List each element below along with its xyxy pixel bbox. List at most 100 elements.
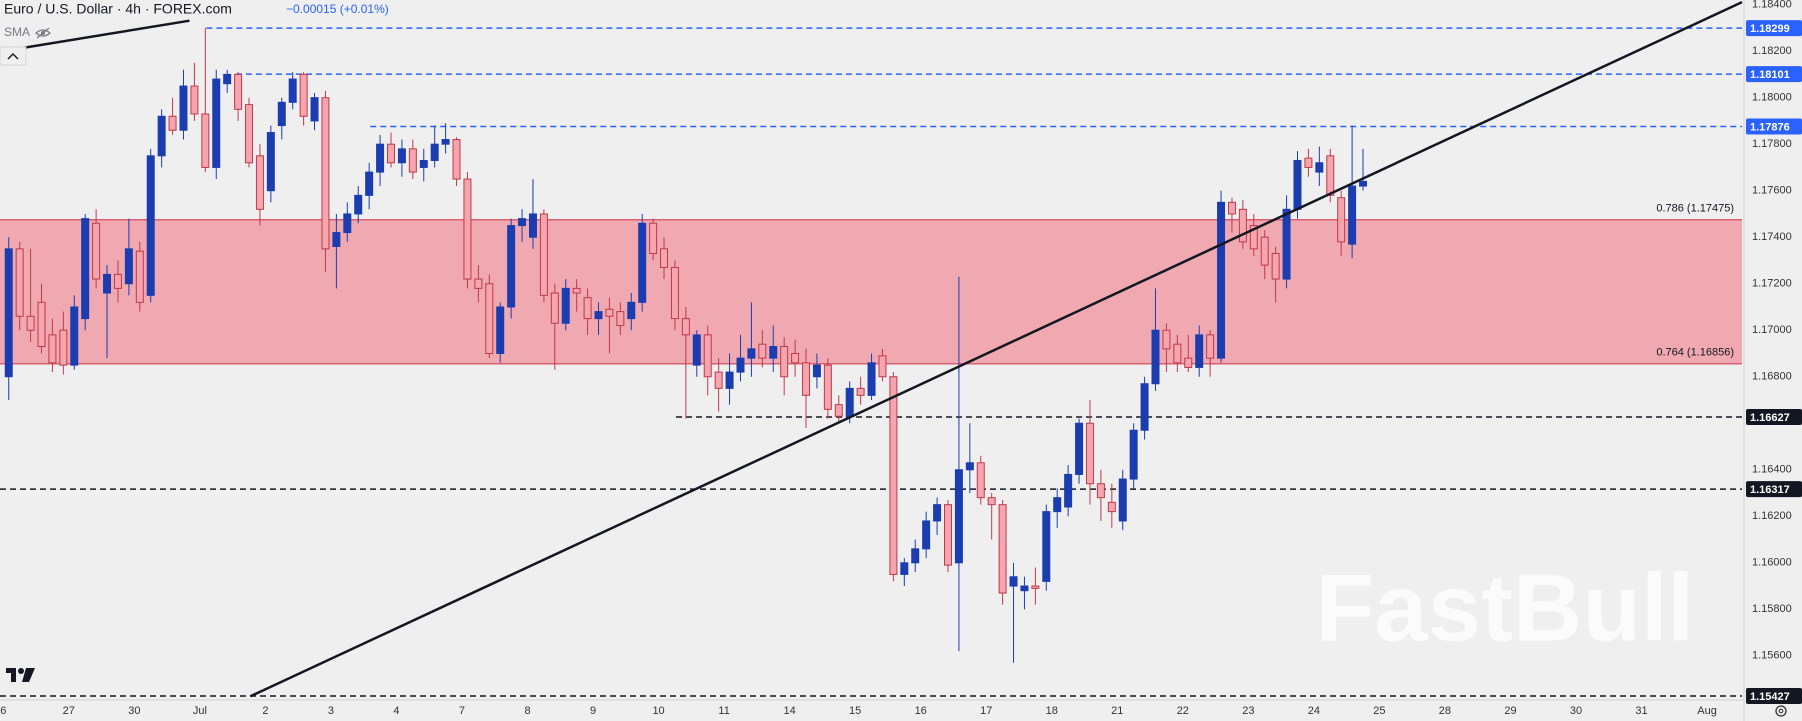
candle-body [670, 266, 679, 320]
watermark: FastBull [1316, 554, 1695, 661]
candle-body [201, 113, 210, 168]
candle-body [889, 376, 898, 575]
price-badge-label: 1.15427 [1750, 691, 1790, 703]
candle-body [135, 250, 144, 303]
y-tick-label: 1.17800 [1752, 138, 1792, 150]
candle-body [627, 301, 636, 320]
y-tick-label: 1.16200 [1752, 510, 1792, 522]
candle-body [81, 218, 90, 320]
y-tick-label: 1.18200 [1752, 45, 1792, 57]
candle-body [113, 273, 122, 289]
candle-body [954, 469, 963, 564]
candle-body [714, 371, 723, 389]
candle-body [277, 101, 286, 127]
candle-body [965, 462, 974, 471]
fib-label: 0.786 (1.17475) [1656, 203, 1734, 215]
candle-body [408, 148, 417, 173]
x-tick-label: 23 [1242, 705, 1254, 717]
candle-body [1282, 208, 1291, 280]
candle-body [1020, 585, 1029, 592]
candle-body [1337, 197, 1346, 243]
candle-body [430, 143, 439, 161]
x-tick-label: 31 [1635, 705, 1647, 717]
candle-body [791, 352, 800, 364]
candle-body [1042, 511, 1051, 582]
x-tick-label: 3 [328, 705, 334, 717]
price-change: −0.00015 (+0.01%) [286, 2, 389, 16]
candle-body [48, 334, 57, 364]
candle-body [1315, 162, 1324, 173]
candle-body [878, 355, 887, 378]
y-tick-label: 1.18000 [1752, 92, 1792, 104]
candle-body [92, 222, 101, 280]
candle-body [834, 404, 843, 417]
candle-body [4, 248, 13, 378]
settings-icon[interactable] [1775, 705, 1787, 717]
x-tick-label: 9 [590, 705, 596, 717]
candle-body [933, 504, 942, 522]
candle-body [255, 155, 264, 210]
x-tick-label: 27 [63, 705, 75, 717]
candle-body [1140, 383, 1149, 431]
candle-body [376, 143, 385, 173]
x-tick-label: 17 [980, 705, 992, 717]
candle-body [518, 218, 527, 227]
trendline [0, 19, 190, 53]
tv-logo [6, 668, 35, 682]
candle-body [212, 78, 221, 168]
candle-body [321, 97, 330, 250]
fib-label: 0.764 (1.16856) [1656, 347, 1734, 359]
candle-body [37, 301, 46, 348]
candle-body [823, 364, 832, 410]
candle-body [998, 504, 1007, 594]
candle-body [146, 155, 155, 296]
candle-body [299, 73, 308, 117]
candle-body [1064, 473, 1073, 508]
candle-body [1271, 252, 1280, 280]
candle-body [1184, 357, 1193, 368]
symbol-title: Euro / U.S. Dollar · 4h · FOREX.com [4, 1, 232, 17]
candle-body [124, 248, 133, 285]
x-tick-label: 8 [524, 705, 530, 717]
candle-body [190, 85, 199, 115]
candle-body [179, 85, 188, 131]
price-badge [1746, 408, 1802, 425]
x-tick-label: 25 [1373, 705, 1385, 717]
x-tick-label: 7 [459, 705, 465, 717]
candle-body [354, 194, 363, 215]
candle-body [157, 115, 166, 157]
x-tick-label: 24 [1308, 705, 1320, 717]
indicator-name: SMA [4, 25, 30, 39]
price-badge-label: 1.16317 [1750, 484, 1790, 496]
candle-body [1118, 478, 1127, 522]
candle-body [944, 504, 952, 566]
price-badge-label: 1.16627 [1750, 412, 1790, 424]
price-badge [1746, 118, 1802, 135]
visibility-icon[interactable] [35, 27, 51, 39]
candle-body [1359, 180, 1368, 187]
candle-body [386, 143, 395, 164]
collapse-button[interactable] [0, 46, 27, 66]
price-badge [1746, 688, 1802, 705]
candle-body [1151, 329, 1160, 385]
candle-body [1031, 585, 1040, 589]
candle-body [1195, 334, 1204, 368]
candle-body [310, 97, 319, 122]
candle-body [780, 346, 789, 378]
candle-body [474, 278, 483, 289]
candle-body [802, 362, 811, 396]
candle-body [485, 283, 494, 354]
candle-body [692, 334, 701, 366]
candle-body [561, 287, 570, 324]
candle-body [1293, 159, 1302, 210]
candle-body [681, 318, 690, 336]
candle-body [867, 362, 876, 396]
x-tick-label: 18 [1046, 705, 1058, 717]
price-badge-label: 1.18299 [1750, 23, 1790, 35]
price-badge [1746, 481, 1802, 498]
candle-body [1260, 236, 1269, 266]
candle-body [1238, 208, 1247, 243]
y-tick-label: 1.17600 [1752, 185, 1792, 197]
y-tick-label: 1.16800 [1752, 371, 1792, 383]
price-badge [1746, 20, 1802, 37]
